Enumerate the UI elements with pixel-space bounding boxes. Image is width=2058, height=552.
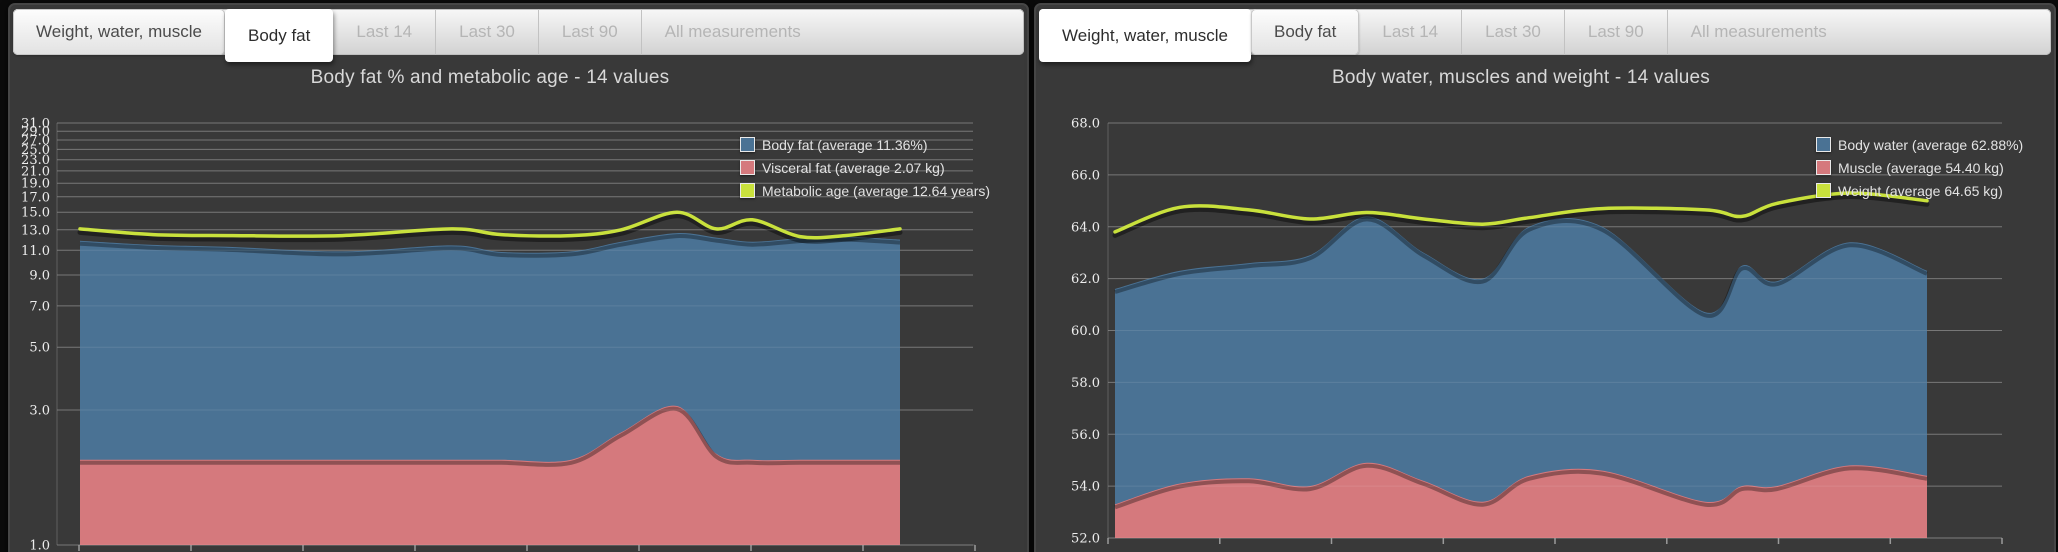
- area-body-water: [1115, 216, 1927, 538]
- y-axis-label: 15.0: [21, 206, 50, 221]
- tab-last-14: Last 14: [1359, 9, 1461, 55]
- y-axis-label: 66.0: [1071, 168, 1100, 183]
- y-axis-label: 5.0: [29, 341, 50, 356]
- y-axis-label: 29.0: [21, 125, 50, 140]
- y-axis-label: 60.0: [1071, 324, 1100, 339]
- y-axis-label: 3.0: [29, 404, 50, 419]
- line-weight: [1113, 191, 1929, 234]
- body-fat-swatch-icon: [740, 137, 755, 152]
- line-shadow: [77, 213, 903, 244]
- legend-label: Body fat (average 11.36%): [762, 136, 928, 153]
- tab-last-14: Last 14: [333, 9, 435, 55]
- y-axis-label: 25.0: [21, 143, 50, 158]
- chart-legend: Body fat (average 11.36%) Visceral fat (…: [740, 133, 990, 202]
- tab-last-90: Last 90: [1563, 9, 1667, 55]
- y-axis-label: 7.0: [29, 299, 50, 314]
- body-fat-chart: 31.029.027.025.023.021.019.017.015.0 13.0…: [21, 117, 976, 552]
- tab-all-measurements: All measurements: [1666, 9, 1850, 55]
- tab-label: All measurements: [1690, 22, 1827, 41]
- y-axis-label: 62.0: [1071, 272, 1100, 287]
- legend-label: Muscle (average 54.40 kg): [1838, 159, 2004, 176]
- chart-title: Body fat % and metabolic age - 14 values: [310, 67, 670, 88]
- legend-label: Metabolic age (average 12.64 years): [762, 182, 991, 199]
- tab-label: Weight, water, muscle: [36, 22, 202, 41]
- tab-all-measurements: All measurements: [640, 9, 824, 55]
- chart-title: Body water, muscles and weight - 14 valu…: [1331, 67, 1711, 88]
- y-axis-label: 58.0: [1071, 376, 1100, 391]
- tab-weight-water-muscle[interactable]: Weight, water, muscle: [13, 9, 225, 55]
- y-axis-label: 13.0: [21, 223, 50, 238]
- y-axis-label: 21.0: [21, 164, 50, 179]
- tab-body-fat[interactable]: Body fat: [1250, 9, 1360, 55]
- legend-item-body-water: Body water (average 62.88%): [1816, 133, 2023, 156]
- tab-last-90: Last 90: [537, 9, 641, 55]
- chart-legend: Body water (average 62.88%) Muscle (aver…: [1816, 133, 2023, 202]
- muscle-swatch-icon: [1816, 160, 1831, 175]
- visceral-fat-swatch-icon: [740, 160, 755, 175]
- y-axis-label: 19.0: [21, 177, 50, 192]
- y-axis-label: 54.0: [1071, 480, 1100, 495]
- metabolic-age-swatch-icon: [740, 183, 755, 198]
- y-axis-label: 9.0: [29, 269, 50, 284]
- area-edge-shadow: [1114, 463, 1928, 510]
- area-edge-shadow: [80, 406, 900, 467]
- body-water-swatch-icon: [1816, 137, 1831, 152]
- tab-bar: Weight, water, muscle Body fat Last 14 L…: [1039, 9, 2051, 62]
- y-axis-label: 68.0: [1071, 117, 1100, 132]
- tab-body-fat[interactable]: Body fat: [224, 9, 334, 62]
- legend-item-weight: Weight (average 64.65 kg): [1816, 179, 2023, 202]
- tab-bar: Weight, water, muscle Body fat Last 14 L…: [13, 9, 1024, 62]
- weight-swatch-icon: [1816, 183, 1831, 198]
- area-visceral-fat: [80, 405, 900, 545]
- line-metabolic-age: [78, 210, 902, 240]
- legend-label: Body water (average 62.88%): [1838, 136, 2024, 153]
- tab-label: Last 30: [1485, 22, 1541, 41]
- y-axis-label: 27.0: [21, 134, 50, 149]
- tab-label: Last 14: [356, 22, 413, 41]
- y-axis-label: 23.0: [21, 153, 50, 168]
- panel-weight-water-muscle: Weight, water, muscle Body fat Last 14 L…: [1034, 3, 2056, 552]
- area-edge-shadow: [79, 234, 901, 258]
- panel-body-fat: Weight, water, muscle Body fat Last 14 L…: [8, 3, 1029, 552]
- y-axis-label: 1.0: [29, 539, 50, 552]
- legend-item-body-fat: Body fat (average 11.36%): [740, 133, 990, 156]
- tab-label: Body fat: [247, 25, 311, 45]
- y-axis-label: 11.0: [21, 244, 50, 259]
- area-muscle: [1115, 462, 1927, 538]
- line-shadow: [1112, 193, 1930, 238]
- legend-item-muscle: Muscle (average 54.40 kg): [1816, 156, 2023, 179]
- tab-label: Last 14: [1382, 22, 1439, 41]
- tab-last-30: Last 30: [1461, 9, 1564, 55]
- y-axis-label: 52.0: [1071, 532, 1100, 547]
- tab-last-30: Last 30: [435, 9, 538, 55]
- y-axis-label: 56.0: [1071, 428, 1100, 443]
- legend-item-visceral-fat: Visceral fat (average 2.07 kg): [740, 156, 990, 179]
- legend-label: Weight (average 64.65 kg): [1838, 182, 2003, 199]
- legend-item-metabolic-age: Metabolic age (average 12.64 years): [740, 179, 990, 202]
- tab-label: All measurements: [664, 22, 801, 41]
- y-axis-label: 31.0: [21, 117, 50, 132]
- y-axis-label: 64.0: [1071, 220, 1100, 235]
- y-axis-label: 17.0: [21, 190, 50, 205]
- legend-label: Visceral fat (average 2.07 kg): [762, 159, 945, 176]
- tab-label: Last 30: [459, 22, 515, 41]
- tab-label: Last 90: [561, 22, 618, 41]
- tab-label: Weight, water, muscle: [1062, 25, 1228, 45]
- tab-weight-water-muscle[interactable]: Weight, water, muscle: [1039, 9, 1251, 62]
- area-edge-shadow: [1114, 217, 1928, 318]
- tab-label: Body fat: [1273, 22, 1337, 41]
- weight-water-muscle-chart: 68.0 66.0 64.0 62.0 60.0 58.0 56.0 54.0 52.0: [1071, 117, 2003, 547]
- tab-label: Last 90: [1587, 22, 1644, 41]
